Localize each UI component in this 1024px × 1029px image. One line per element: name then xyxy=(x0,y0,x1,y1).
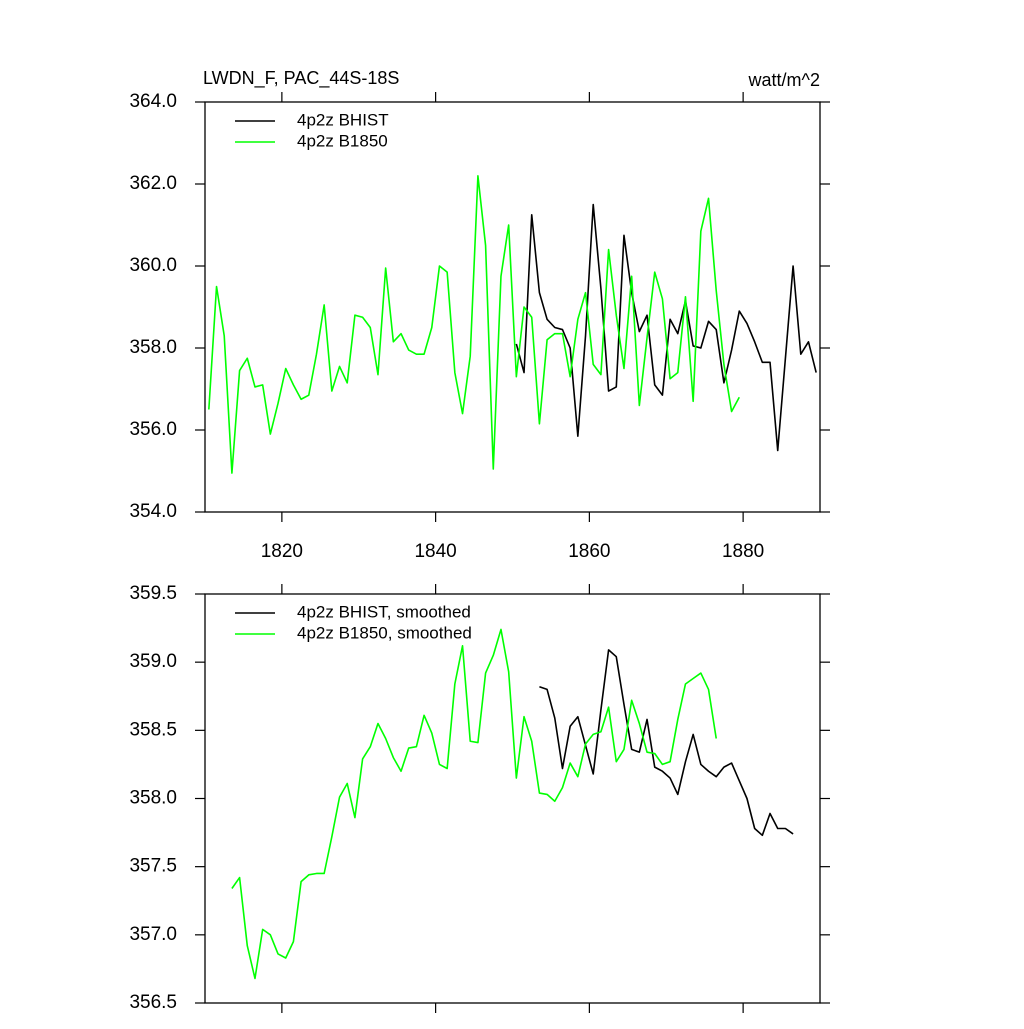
y-tick-label: 358.5 xyxy=(129,719,177,740)
y-tick-label: 364.0 xyxy=(129,91,177,112)
y-tick-label: 362.0 xyxy=(129,173,177,194)
series-line xyxy=(231,628,718,980)
y-tick-label: 354.0 xyxy=(129,501,177,522)
y-tick-label: 357.5 xyxy=(129,856,177,877)
y-tick-label: 356.0 xyxy=(129,419,177,440)
y-tick-label: 356.5 xyxy=(129,992,177,1013)
chart-title: LWDN_F, PAC_44S-18S xyxy=(203,68,399,89)
legend-label: 4p2z BHIST xyxy=(297,110,389,129)
x-tick-label: 1860 xyxy=(568,541,610,562)
x-tick-label: 1840 xyxy=(414,541,456,562)
y-tick-label: 358.0 xyxy=(129,337,177,358)
series-line xyxy=(539,649,794,837)
series-line xyxy=(515,203,817,452)
x-tick-label: 1820 xyxy=(261,541,303,562)
series-line xyxy=(208,175,740,474)
y-tick-label: 359.0 xyxy=(129,651,177,672)
y-tick-label: 357.0 xyxy=(129,924,177,945)
legend-label: 4p2z BHIST, smoothed xyxy=(297,602,471,621)
plot-frame xyxy=(204,101,821,513)
legend-label: 4p2z B1850 xyxy=(297,131,388,150)
y-tick-label: 358.0 xyxy=(129,788,177,809)
x-tick-label: 1880 xyxy=(722,541,764,562)
legend-label: 4p2z B1850, smoothed xyxy=(297,623,472,642)
plot-frame xyxy=(204,593,821,1004)
y-tick-label: 360.0 xyxy=(129,255,177,276)
units-label: watt/m^2 xyxy=(748,70,820,90)
y-tick-label: 359.5 xyxy=(129,583,177,604)
